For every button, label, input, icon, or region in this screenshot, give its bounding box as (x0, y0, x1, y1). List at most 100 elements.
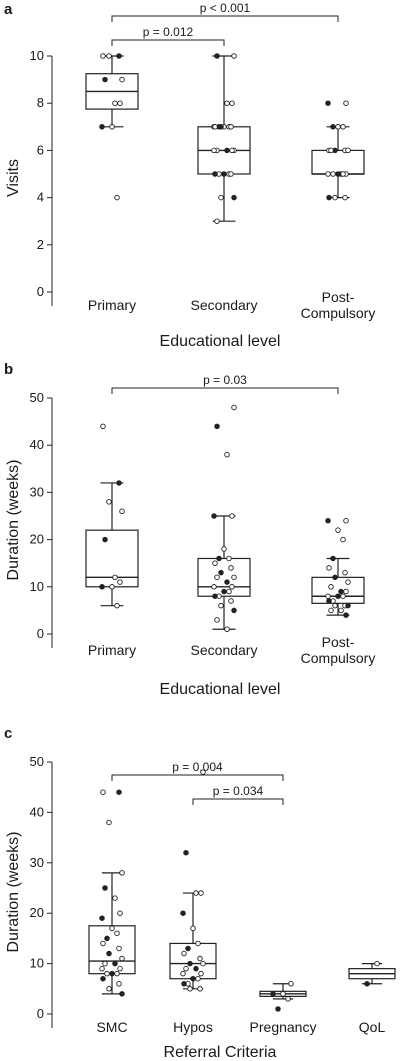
y-tick-label: 10 (30, 579, 44, 594)
data-point (102, 76, 108, 83)
data-point (183, 965, 189, 972)
data-point (211, 584, 217, 590)
data-point (228, 565, 234, 571)
data-point (216, 555, 222, 562)
data-point (117, 910, 123, 916)
data-point (109, 925, 115, 932)
data-point (102, 536, 108, 543)
data-point (183, 849, 189, 856)
p-value-label: p = 0.004 (172, 760, 223, 774)
data-point (214, 423, 220, 430)
data-point (345, 579, 351, 585)
data-point (214, 53, 220, 59)
data-point (200, 769, 206, 775)
data-point (119, 508, 125, 515)
bracket-line (192, 798, 284, 805)
box-secondary (197, 515, 251, 630)
y-tick-label: 2 (37, 237, 44, 252)
data-point (342, 194, 348, 201)
data-point (214, 574, 220, 581)
data-point (330, 555, 336, 562)
data-point (231, 194, 237, 201)
p-value-label: p = 0.012 (143, 25, 194, 39)
y-tick-label: 20 (30, 532, 44, 547)
data-point (112, 960, 118, 967)
data-point (100, 423, 106, 430)
data-point (187, 986, 193, 992)
significance-bracket: p = 0.034 (192, 784, 284, 805)
data-point (195, 975, 201, 982)
data-point (100, 940, 106, 947)
iqr-box (88, 925, 136, 975)
x-category-label: SMC (96, 1019, 127, 1035)
x-category-label: Post-Compulsory (301, 634, 376, 666)
y-axis-title: Duration (weeks) (5, 832, 22, 953)
data-point (224, 626, 230, 633)
data-point (342, 569, 348, 576)
y-axis-title: Duration (weeks) (5, 460, 22, 581)
data-point (193, 965, 199, 972)
panel-letter: a (4, 1, 13, 18)
data-point (221, 588, 227, 595)
y-tick-label: 40 (30, 804, 44, 819)
y-tick-label: 20 (30, 905, 44, 920)
data-point (114, 194, 120, 201)
box-primary (85, 482, 139, 607)
box-primary (85, 55, 139, 128)
iqr-box (169, 942, 217, 980)
panel-a: a 0 2 4 6 8 10 Visits Primary Secondary Post-Compu… (4, 1, 375, 350)
y-tick-label: 50 (30, 390, 44, 405)
data-point (114, 930, 120, 937)
data-point (229, 513, 235, 519)
y-tick-label: 0 (37, 284, 44, 299)
data-point (119, 955, 125, 962)
p-value-label: p < 0.001 (200, 1, 251, 15)
data-point (226, 555, 232, 562)
panel-c: c 0 10 20 30 40 50 Duration (weeks) SMC Hypos Preg… (4, 725, 396, 1061)
data-point (325, 100, 331, 106)
data-point (200, 960, 206, 967)
data-point (338, 588, 344, 595)
data-point (212, 560, 218, 566)
data-point (343, 517, 349, 524)
iqr-box (85, 529, 139, 588)
x-category-label: Secondary (191, 642, 258, 658)
data-point (343, 100, 349, 106)
data-point (106, 819, 112, 826)
data-point (224, 100, 230, 106)
data-point (229, 584, 235, 590)
y-tick-label: 10 (30, 956, 44, 971)
data-point (275, 1006, 281, 1012)
data-point (326, 194, 332, 201)
significance-bracket: p = 0.012 (111, 25, 225, 46)
data-point (328, 584, 334, 590)
data-point (340, 124, 346, 130)
data-point (116, 53, 122, 59)
data-point (328, 147, 334, 154)
data-point (332, 602, 338, 609)
data-point (187, 960, 193, 967)
data-point (340, 171, 346, 177)
x-category-label: Primary (88, 297, 136, 313)
box-hypos (169, 892, 217, 990)
box-qol (348, 962, 396, 985)
data-point (218, 124, 224, 130)
data-point (212, 593, 218, 599)
bracket-line (111, 774, 284, 781)
data-point (332, 194, 338, 201)
y-tick-label: 0 (37, 626, 44, 641)
data-point (231, 574, 237, 581)
data-point (325, 171, 331, 177)
y-tick-label: 40 (30, 437, 44, 452)
y-tick-label: 8 (37, 95, 44, 110)
data-point (332, 574, 338, 581)
x-axis-title: Referral Criteria (164, 1044, 277, 1061)
significance-bracket: p = 0.03 (111, 373, 339, 394)
data-point (218, 602, 224, 609)
panel-letter: c (4, 725, 12, 742)
data-point (335, 527, 341, 533)
data-point (117, 965, 123, 972)
box-smc (88, 872, 136, 995)
p-value-label: p = 0.03 (203, 373, 247, 387)
